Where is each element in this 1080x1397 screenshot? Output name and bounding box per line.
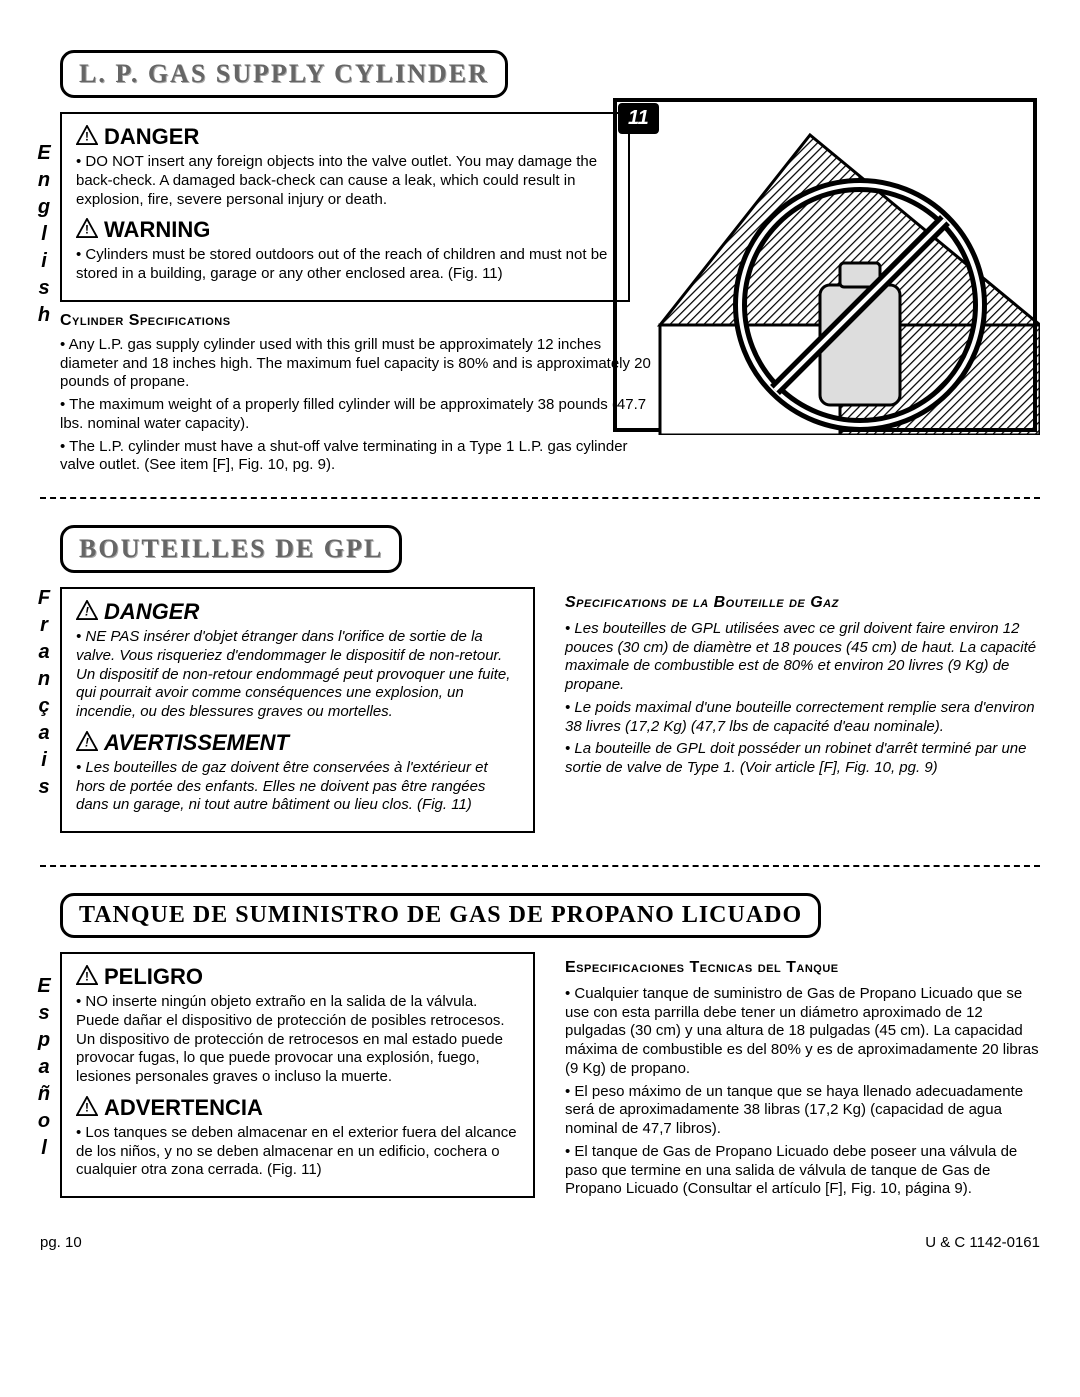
page-footer: pg. 10 U & C 1142-0161 xyxy=(40,1234,1040,1251)
spanish-section: Español TANQUE DE SUMINISTRO DE GAS DE P… xyxy=(60,893,1040,1208)
side-label-english: English xyxy=(34,140,54,329)
svg-text:!: ! xyxy=(85,223,89,237)
danger-text: • NO inserte ningún objeto extraño en la… xyxy=(76,993,519,1087)
french-header: BOUTEILLES DE GPL xyxy=(60,525,402,573)
svg-text:!: ! xyxy=(85,1100,89,1114)
page-number: pg. 10 xyxy=(40,1234,82,1251)
figure-number-badge: 11 xyxy=(618,103,659,134)
section-divider xyxy=(40,497,1040,499)
english-header: L. P. GAS SUPPLY CYLINDER xyxy=(60,50,508,98)
warning-heading: !ADVERTENCIA xyxy=(76,1095,519,1122)
spec-heading: Specifications de la Bouteille de Gaz xyxy=(565,593,1040,614)
doc-ref: U & C 1142-0161 xyxy=(925,1234,1040,1251)
warning-text: • Les bouteilles de gaz doivent être con… xyxy=(76,759,519,815)
danger-heading: !PELIGRO xyxy=(76,964,519,991)
warning-triangle-icon: ! xyxy=(76,125,98,151)
english-warning-box: !DANGER • DO NOT insert any foreign obje… xyxy=(60,112,630,302)
side-label-spanish: Español xyxy=(34,973,54,1162)
warning-triangle-icon: ! xyxy=(76,1096,98,1122)
warning-text: • Los tanques se deben almacenar en el e… xyxy=(76,1124,519,1180)
figure-11: 11 xyxy=(610,95,1040,435)
spanish-warning-box: !PELIGRO • NO inserte ningún objeto extr… xyxy=(60,952,535,1198)
warning-heading: !AVERTISSEMENT xyxy=(76,730,519,757)
warning-triangle-icon: ! xyxy=(76,218,98,244)
danger-heading: !DANGER xyxy=(76,124,614,151)
spanish-spec-body: Especificaciones Tecnicas del Tanque • C… xyxy=(565,952,1040,1203)
spec-body: • Any L.P. gas supply cylinder used with… xyxy=(60,336,660,475)
danger-text: • NE PAS insérer d'objet étranger dans l… xyxy=(76,628,519,722)
french-warning-box: !DANGER • NE PAS insérer d'objet étrange… xyxy=(60,587,535,833)
danger-heading: !DANGER xyxy=(76,599,519,626)
svg-text:!: ! xyxy=(85,735,89,749)
svg-text:!: ! xyxy=(85,129,89,143)
warning-triangle-icon: ! xyxy=(76,731,98,757)
svg-text:!: ! xyxy=(85,969,89,983)
french-section: Français BOUTEILLES DE GPL !DANGER • NE … xyxy=(60,525,1040,843)
spec-heading: Especificaciones Tecnicas del Tanque xyxy=(565,958,1040,979)
warning-triangle-icon: ! xyxy=(76,965,98,991)
warning-triangle-icon: ! xyxy=(76,600,98,626)
english-section: English L. P. GAS SUPPLY CYLINDER !DANGE… xyxy=(60,50,1040,475)
no-indoor-cylinder-icon xyxy=(610,95,1040,435)
danger-text: • DO NOT insert any foreign objects into… xyxy=(76,153,614,209)
section-divider xyxy=(40,865,1040,867)
warning-text: • Cylinders must be stored outdoors out … xyxy=(76,246,614,284)
svg-text:!: ! xyxy=(85,604,89,618)
spanish-header: TANQUE DE SUMINISTRO DE GAS DE PROPANO L… xyxy=(60,893,821,938)
french-spec-body: Specifications de la Bouteille de Gaz • … xyxy=(565,587,1040,782)
warning-heading: !WARNING xyxy=(76,217,614,244)
side-label-french: Français xyxy=(34,585,54,801)
